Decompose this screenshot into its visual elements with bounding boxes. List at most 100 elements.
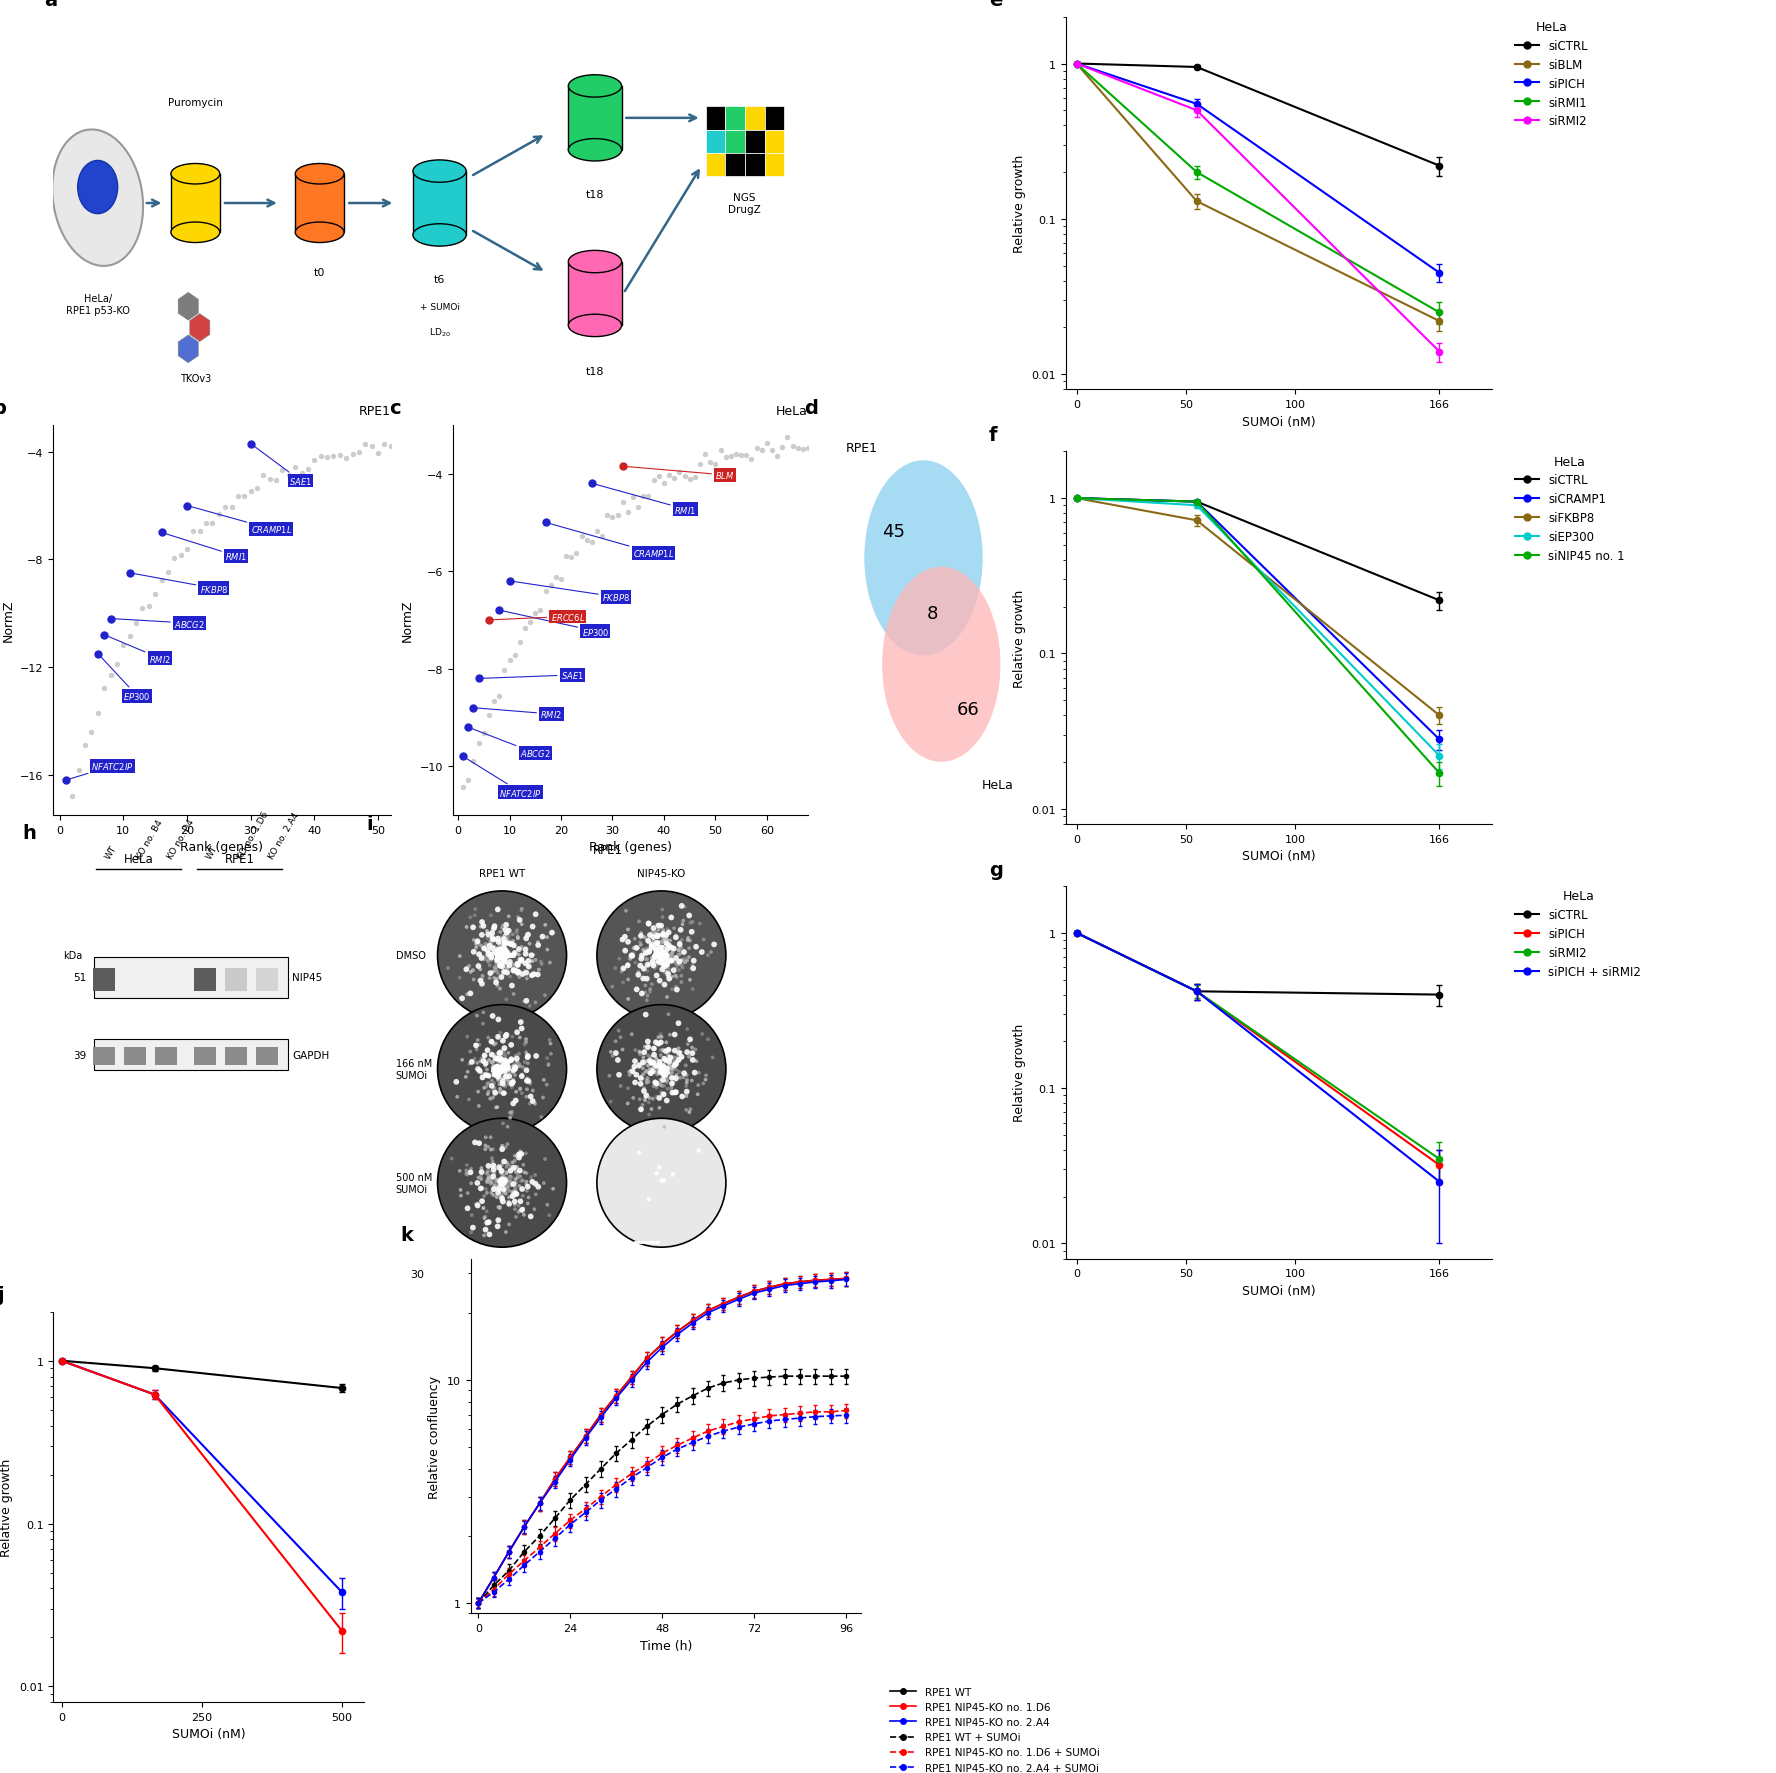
Circle shape: [661, 1092, 664, 1096]
Point: [464, 729, 492, 757]
Circle shape: [664, 1066, 670, 1071]
Circle shape: [662, 954, 666, 957]
Circle shape: [659, 1035, 664, 1039]
Point: [103, 651, 131, 679]
Circle shape: [503, 965, 506, 968]
Circle shape: [526, 1190, 529, 1193]
Point: [604, 502, 632, 530]
Circle shape: [666, 1069, 670, 1073]
Circle shape: [510, 943, 513, 947]
Circle shape: [483, 1136, 488, 1140]
Circle shape: [506, 956, 510, 959]
Circle shape: [687, 947, 691, 950]
Circle shape: [485, 1048, 490, 1053]
Circle shape: [499, 945, 503, 949]
Circle shape: [662, 959, 666, 963]
Circle shape: [464, 1076, 467, 1080]
Circle shape: [499, 1064, 504, 1067]
Point: [655, 461, 684, 489]
Circle shape: [686, 1078, 689, 1082]
Circle shape: [481, 1207, 485, 1211]
Circle shape: [661, 957, 666, 961]
Text: $\it{RMI2}$: $\it{RMI2}$: [107, 637, 170, 665]
Circle shape: [694, 1060, 698, 1064]
Circle shape: [654, 949, 659, 954]
Circle shape: [678, 1076, 682, 1080]
Circle shape: [506, 1083, 510, 1087]
Circle shape: [508, 975, 511, 979]
Circle shape: [494, 956, 501, 963]
Circle shape: [641, 977, 646, 982]
Circle shape: [661, 965, 664, 968]
Circle shape: [501, 1193, 504, 1197]
Circle shape: [499, 1179, 503, 1184]
Circle shape: [643, 1062, 646, 1066]
Circle shape: [661, 1085, 664, 1089]
Circle shape: [636, 1062, 641, 1069]
Circle shape: [524, 1067, 529, 1073]
Circle shape: [689, 1057, 696, 1064]
Circle shape: [472, 1043, 480, 1048]
Point: [588, 523, 616, 551]
Circle shape: [659, 1048, 662, 1053]
Circle shape: [664, 970, 668, 973]
Polygon shape: [178, 335, 199, 363]
Circle shape: [710, 941, 718, 949]
Circle shape: [496, 1069, 503, 1076]
Circle shape: [488, 1147, 492, 1152]
Circle shape: [504, 950, 508, 954]
Circle shape: [689, 1080, 694, 1083]
Circle shape: [517, 1211, 520, 1215]
Circle shape: [513, 1202, 517, 1207]
Point: [71, 732, 99, 761]
Circle shape: [659, 1080, 662, 1083]
Circle shape: [659, 957, 662, 961]
Circle shape: [467, 1097, 471, 1101]
Circle shape: [494, 1064, 499, 1071]
Circle shape: [677, 963, 680, 966]
Circle shape: [504, 1064, 510, 1067]
Circle shape: [643, 950, 648, 956]
Circle shape: [483, 945, 488, 949]
Circle shape: [499, 1195, 503, 1199]
Circle shape: [654, 1057, 657, 1060]
Circle shape: [691, 988, 694, 991]
Circle shape: [645, 947, 648, 950]
Point: [135, 592, 163, 621]
Point: [496, 567, 524, 596]
Circle shape: [684, 1064, 687, 1067]
Circle shape: [666, 975, 670, 979]
Circle shape: [508, 1080, 513, 1085]
Circle shape: [614, 1039, 618, 1044]
Circle shape: [529, 1175, 533, 1179]
Circle shape: [666, 977, 671, 982]
Circle shape: [652, 956, 657, 961]
Circle shape: [524, 1181, 527, 1184]
Circle shape: [673, 956, 678, 961]
Circle shape: [517, 957, 522, 961]
Circle shape: [506, 1186, 510, 1191]
Circle shape: [501, 954, 504, 957]
Circle shape: [511, 952, 517, 959]
Circle shape: [650, 1067, 654, 1071]
Circle shape: [506, 963, 511, 968]
Circle shape: [661, 956, 666, 961]
Circle shape: [504, 1172, 508, 1175]
Circle shape: [471, 968, 474, 972]
Circle shape: [673, 988, 680, 993]
Point: [211, 493, 240, 521]
Text: LD$_{20}$: LD$_{20}$: [428, 326, 451, 339]
Circle shape: [664, 954, 670, 959]
Circle shape: [661, 940, 664, 943]
Circle shape: [661, 952, 664, 956]
Circle shape: [501, 1181, 504, 1186]
Point: [506, 628, 535, 656]
Circle shape: [511, 1165, 517, 1170]
Circle shape: [501, 1174, 504, 1177]
Circle shape: [506, 1074, 511, 1080]
Circle shape: [668, 1055, 673, 1060]
Point: [691, 440, 719, 468]
Circle shape: [476, 965, 481, 970]
Point: [332, 445, 361, 473]
Circle shape: [691, 966, 696, 972]
